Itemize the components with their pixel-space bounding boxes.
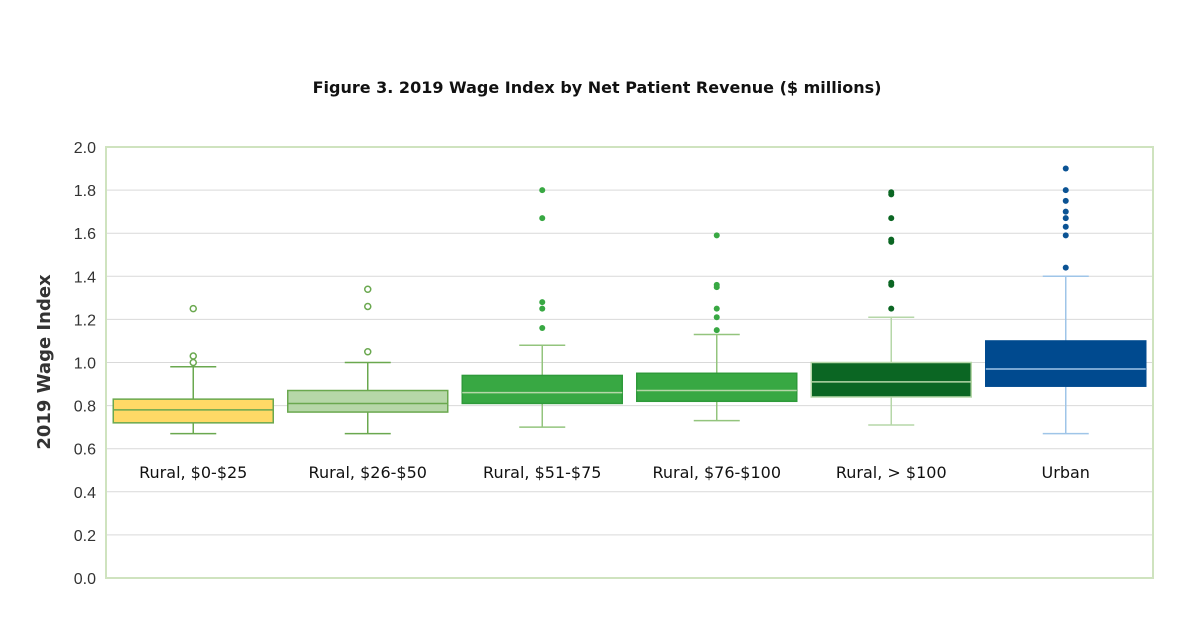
chart-title: Figure 3. 2019 Wage Index by Net Patient… bbox=[313, 78, 882, 97]
outlier-point bbox=[1062, 165, 1069, 172]
y-tick-label: 0.2 bbox=[74, 528, 96, 545]
category-label: Urban bbox=[1042, 463, 1090, 482]
iqr-box bbox=[112, 398, 274, 424]
outlier-point bbox=[713, 314, 720, 321]
outlier-point bbox=[888, 305, 895, 312]
outlier-point bbox=[1062, 264, 1069, 271]
outlier-point bbox=[364, 347, 372, 356]
box-group bbox=[636, 232, 798, 422]
y-tick-label: 0.0 bbox=[74, 571, 96, 588]
outlier-point bbox=[539, 299, 546, 306]
outlier-point bbox=[1062, 215, 1069, 222]
box-group bbox=[461, 187, 623, 428]
outlier-point bbox=[888, 189, 895, 196]
y-tick-label: 1.0 bbox=[74, 356, 96, 373]
category-label: Rural, $26-$50 bbox=[309, 463, 427, 482]
y-tick-label: 1.4 bbox=[74, 269, 96, 286]
box-group bbox=[112, 304, 274, 435]
plot-area bbox=[105, 146, 1154, 579]
box-group bbox=[287, 285, 449, 435]
outlier-point bbox=[189, 304, 197, 313]
outlier-point bbox=[539, 305, 546, 312]
outlier-point bbox=[713, 305, 720, 312]
outlier-point bbox=[713, 232, 720, 239]
y-tick-label: 1.6 bbox=[74, 226, 96, 243]
iqr-box bbox=[985, 340, 1147, 387]
y-tick-label: 0.8 bbox=[74, 399, 96, 416]
outlier-point bbox=[189, 352, 197, 360]
outlier-point bbox=[539, 215, 546, 222]
box-group bbox=[985, 165, 1147, 435]
y-tick-label: 2.0 bbox=[74, 140, 96, 157]
iqr-box bbox=[287, 389, 449, 413]
gridlines bbox=[106, 189, 1153, 536]
y-tick-label: 0.4 bbox=[74, 485, 96, 502]
outlier-point bbox=[539, 325, 546, 332]
outlier-point bbox=[1062, 187, 1069, 194]
y-tick-label: 1.8 bbox=[74, 183, 96, 200]
y-tick-label: 0.6 bbox=[74, 442, 96, 459]
y-tick-label: 1.2 bbox=[74, 312, 96, 329]
category-label: Rural, $51-$75 bbox=[483, 463, 601, 482]
category-label: Rural, > $100 bbox=[836, 463, 947, 482]
iqr-box bbox=[810, 361, 972, 398]
outlier-point bbox=[713, 281, 720, 288]
outlier-point bbox=[713, 327, 720, 334]
outlier-point bbox=[539, 187, 546, 194]
outlier-point bbox=[1062, 197, 1069, 204]
y-axis-ticks: 0.0 0.2 0.4 0.6 0.8 1.0 1.2 1.4 1.6 1.8 2.0 bbox=[74, 140, 96, 588]
outlier-point bbox=[1062, 208, 1069, 215]
box-group bbox=[810, 189, 972, 426]
category-label: Rural, $76-$100 bbox=[652, 463, 781, 482]
outlier-point bbox=[364, 302, 372, 311]
outlier-point bbox=[1062, 232, 1069, 239]
y-axis-label: 2019 Wage Index bbox=[34, 274, 55, 450]
category-label: Rural, $0-$25 bbox=[139, 463, 247, 482]
outlier-point bbox=[1062, 223, 1069, 230]
outlier-point bbox=[364, 285, 372, 293]
outlier-point bbox=[888, 215, 895, 222]
iqr-box bbox=[461, 374, 623, 405]
outlier-point bbox=[189, 358, 197, 367]
box-series bbox=[112, 165, 1147, 435]
iqr-box bbox=[636, 372, 798, 403]
outlier-point bbox=[888, 236, 895, 243]
category-labels: Rural, $0-$25 Rural, $26-$50 Rural, $51-$7… bbox=[139, 463, 1090, 482]
outlier-point bbox=[888, 279, 895, 286]
